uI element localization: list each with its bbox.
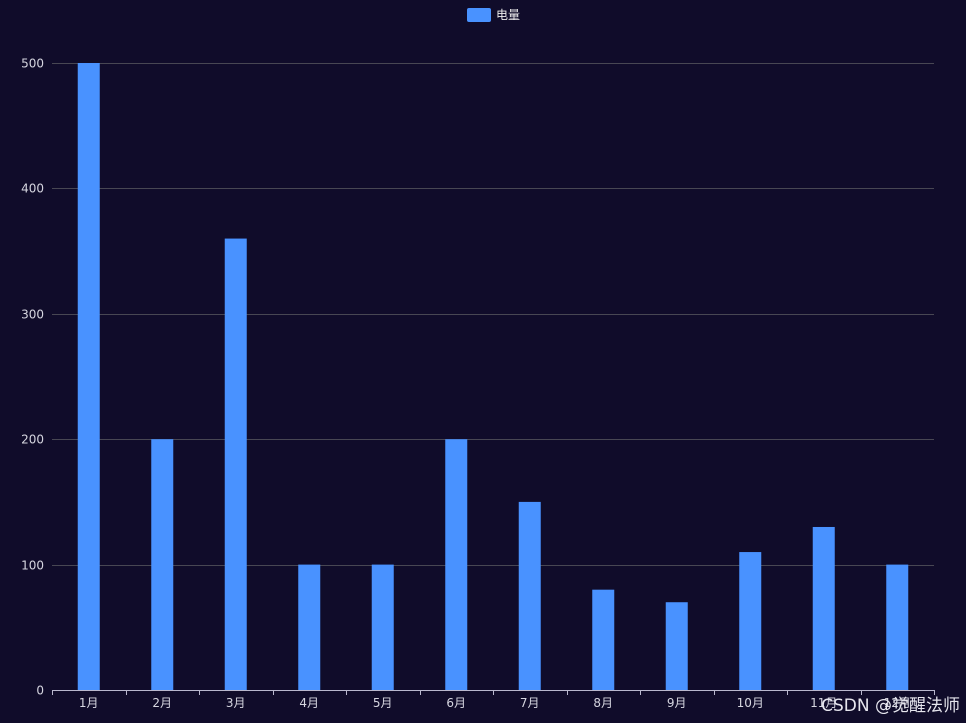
bar-2[interactable] — [151, 439, 174, 690]
x-tick-label: 4月 — [299, 696, 319, 710]
bar-11[interactable] — [812, 526, 835, 690]
grid-lines — [52, 63, 934, 566]
legend-swatch[interactable] — [467, 8, 491, 22]
x-tick-label: 5月 — [373, 696, 393, 710]
bars — [77, 63, 909, 690]
x-tick-label: 12月 — [884, 696, 911, 710]
legend-label[interactable]: 电量 — [496, 8, 520, 22]
x-tick-label: 9月 — [667, 696, 687, 710]
bar-6[interactable] — [445, 439, 468, 690]
x-tick-label: 11月 — [810, 696, 837, 710]
bar-4[interactable] — [298, 564, 321, 690]
x-tick-label: 2月 — [152, 696, 172, 710]
y-tick-label: 100 — [21, 559, 44, 573]
bar-10[interactable] — [739, 552, 762, 690]
bar-12[interactable] — [886, 564, 909, 690]
x-tick-label: 3月 — [226, 696, 246, 710]
bar-3[interactable] — [224, 238, 247, 690]
x-tick-label: 10月 — [737, 696, 764, 710]
y-tick-label: 400 — [21, 182, 44, 196]
x-tick-label: 8月 — [593, 696, 613, 710]
watermark: CSDN @觉醒法师 — [821, 696, 960, 716]
y-tick-label: 300 — [21, 308, 44, 322]
y-tick-label: 0 — [36, 684, 44, 698]
bar-7[interactable] — [518, 501, 541, 690]
y-tick-label: 500 — [21, 57, 44, 71]
bar-8[interactable] — [592, 589, 615, 690]
bar-9[interactable] — [665, 602, 688, 690]
x-tick-label: 7月 — [520, 696, 540, 710]
legend[interactable]: 电量 — [467, 8, 520, 22]
x-tick-label: 6月 — [446, 696, 466, 710]
bar-5[interactable] — [371, 564, 394, 690]
y-tick-label: 200 — [21, 433, 44, 447]
x-tick-label: 1月 — [79, 696, 99, 710]
bar-1[interactable] — [77, 63, 100, 690]
axes: 0 100 200 300 400 500 1月 2月 3月 4月 5月 6月 7月 8月 9月 10月 11月… — [21, 57, 935, 710]
